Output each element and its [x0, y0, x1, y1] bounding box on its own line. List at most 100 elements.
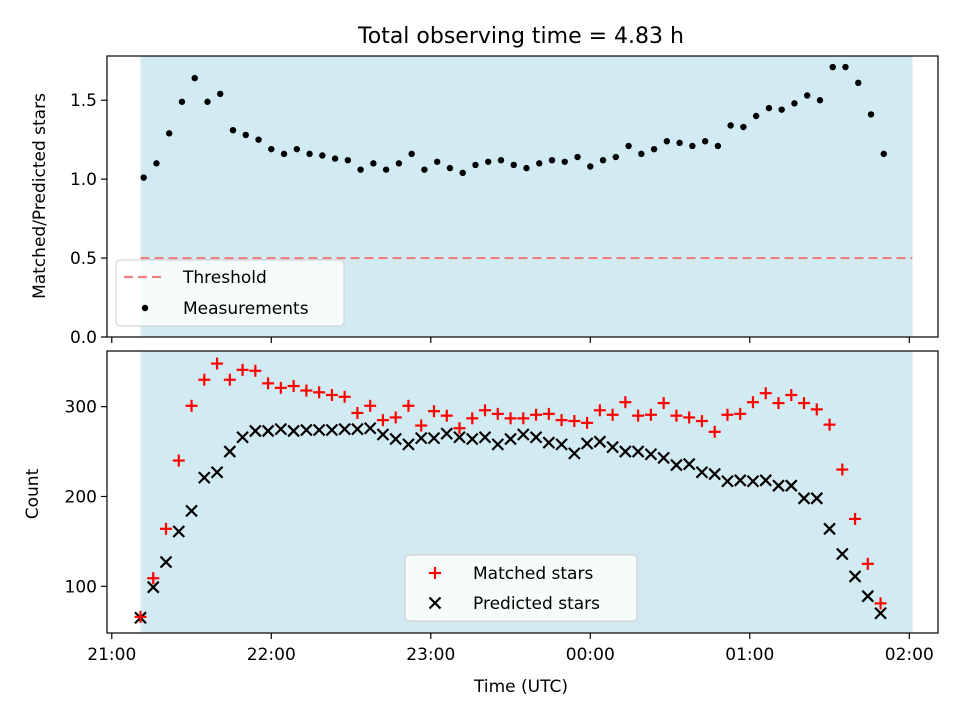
predicted-stars-point	[223, 445, 237, 458]
measurement-point	[727, 122, 734, 129]
predicted-stars-point	[529, 430, 543, 444]
predicted-stars-point	[363, 421, 377, 435]
predicted-stars-point	[772, 479, 785, 492]
matched-stars-point	[542, 407, 555, 420]
predicted-stars-point	[300, 423, 313, 437]
measurement-point	[357, 166, 364, 173]
predicted-stars-point	[784, 479, 798, 492]
predicted-stars-point	[453, 430, 466, 444]
matched-stars-point	[351, 406, 364, 419]
measurement-point	[395, 160, 403, 167]
bottom-y-axis-label: Count	[23, 468, 43, 519]
matched-stars-point	[453, 422, 466, 435]
matched-stars-point	[849, 512, 862, 525]
y-tick-label: 1.0	[70, 170, 97, 190]
matched-stars-point	[223, 373, 236, 386]
bottom-plot: 100 200 300 21:00 22:00 23:00 00:00 01:00 02:00 M…	[65, 350, 939, 665]
matched-stars-point	[262, 377, 275, 390]
legend-threshold-label: Threshold	[182, 268, 267, 288]
x-tick-label: 00:00	[566, 645, 615, 665]
measurement-point	[510, 161, 517, 169]
matched-stars-point	[198, 373, 211, 386]
measurement-point	[319, 152, 326, 159]
matched-stars-point	[376, 414, 389, 427]
predicted-stars-point	[606, 440, 619, 454]
matched-stars-point	[440, 409, 453, 422]
y-tick-label: 1.5	[70, 91, 97, 111]
y-tick-label: 100	[65, 577, 97, 597]
measurement-point	[306, 150, 313, 158]
predicted-stars-point	[249, 424, 262, 438]
measurement-point	[382, 166, 390, 173]
predicted-stars-point	[478, 430, 492, 444]
measurement-point	[740, 123, 747, 131]
measurement-point	[574, 153, 581, 161]
measurement-point	[867, 111, 875, 118]
measurement-point	[778, 106, 785, 113]
predicted-stars-point	[708, 467, 721, 481]
measurement-point	[268, 145, 275, 153]
matched-stars-point	[338, 390, 351, 403]
predicted-stars-point	[325, 423, 339, 437]
predicted-stars-point	[440, 427, 454, 440]
predicted-stars-point	[389, 432, 402, 446]
predicted-stars-point	[210, 465, 224, 479]
predicted-stars-point	[861, 589, 875, 603]
legend-box	[115, 259, 345, 327]
predicted-stars-point	[542, 436, 556, 449]
measurement-point	[561, 158, 568, 165]
matched-stars-point	[504, 412, 517, 425]
predicted-stars-point	[848, 570, 862, 583]
measurement-point	[816, 97, 824, 104]
matched-stars-point	[364, 399, 377, 412]
measurement-point	[701, 138, 709, 145]
matched-stars-point	[823, 418, 836, 431]
predicted-stars-point	[733, 474, 747, 487]
predicted-stars-point	[146, 580, 160, 594]
matched-stars-point	[402, 399, 415, 412]
matched-stars-point	[657, 397, 670, 410]
measurement-point	[791, 100, 798, 107]
measurement-point	[485, 158, 492, 165]
measurement-point	[612, 153, 620, 161]
predicted-stars-point	[159, 555, 173, 569]
matched-stars-point	[644, 408, 657, 421]
measurement-point	[421, 166, 428, 173]
predicted-stars-point	[568, 447, 581, 460]
predicted-stars-point	[427, 431, 441, 445]
measurement-point	[855, 79, 862, 87]
predicted-stars-point	[351, 422, 364, 436]
predicted-stars-point	[465, 432, 479, 446]
measurement-point	[293, 145, 301, 153]
predicted-stars-point	[746, 474, 760, 488]
matched-stars-point	[606, 408, 619, 421]
measurement-point	[714, 142, 722, 150]
measurement-point	[229, 126, 237, 134]
measurement-point	[663, 138, 671, 145]
matched-stars-point	[632, 409, 645, 422]
measurement-point	[676, 139, 683, 147]
x-tick-label: 22:00	[247, 645, 296, 665]
measurement-point	[140, 174, 147, 181]
predicted-stars-point	[287, 424, 300, 438]
measurement-point	[587, 163, 594, 170]
measurement-point	[178, 98, 186, 105]
predicted-stars-point	[631, 445, 645, 458]
predicted-stars-point	[172, 525, 186, 538]
legend-matched-label: Matched stars	[473, 564, 593, 584]
matched-stars-point	[134, 610, 147, 623]
matched-stars-point	[772, 397, 785, 410]
matched-stars-point	[147, 572, 160, 585]
y-tick-label: 0.5	[70, 249, 97, 269]
matched-stars-point	[695, 415, 708, 428]
measurement-point	[204, 98, 211, 105]
predicted-stars-point	[657, 451, 670, 465]
predicted-stars-point	[185, 504, 198, 518]
measurement-point	[153, 160, 160, 167]
plot-frame	[106, 350, 939, 634]
measurement-point	[625, 142, 632, 150]
predicted-stars-point	[797, 492, 811, 505]
matched-stars-point	[593, 404, 606, 417]
top-plot: 0.0 0.5 1.0 1.5 Threshold Measurements	[70, 55, 939, 348]
measurement-point	[497, 156, 505, 164]
